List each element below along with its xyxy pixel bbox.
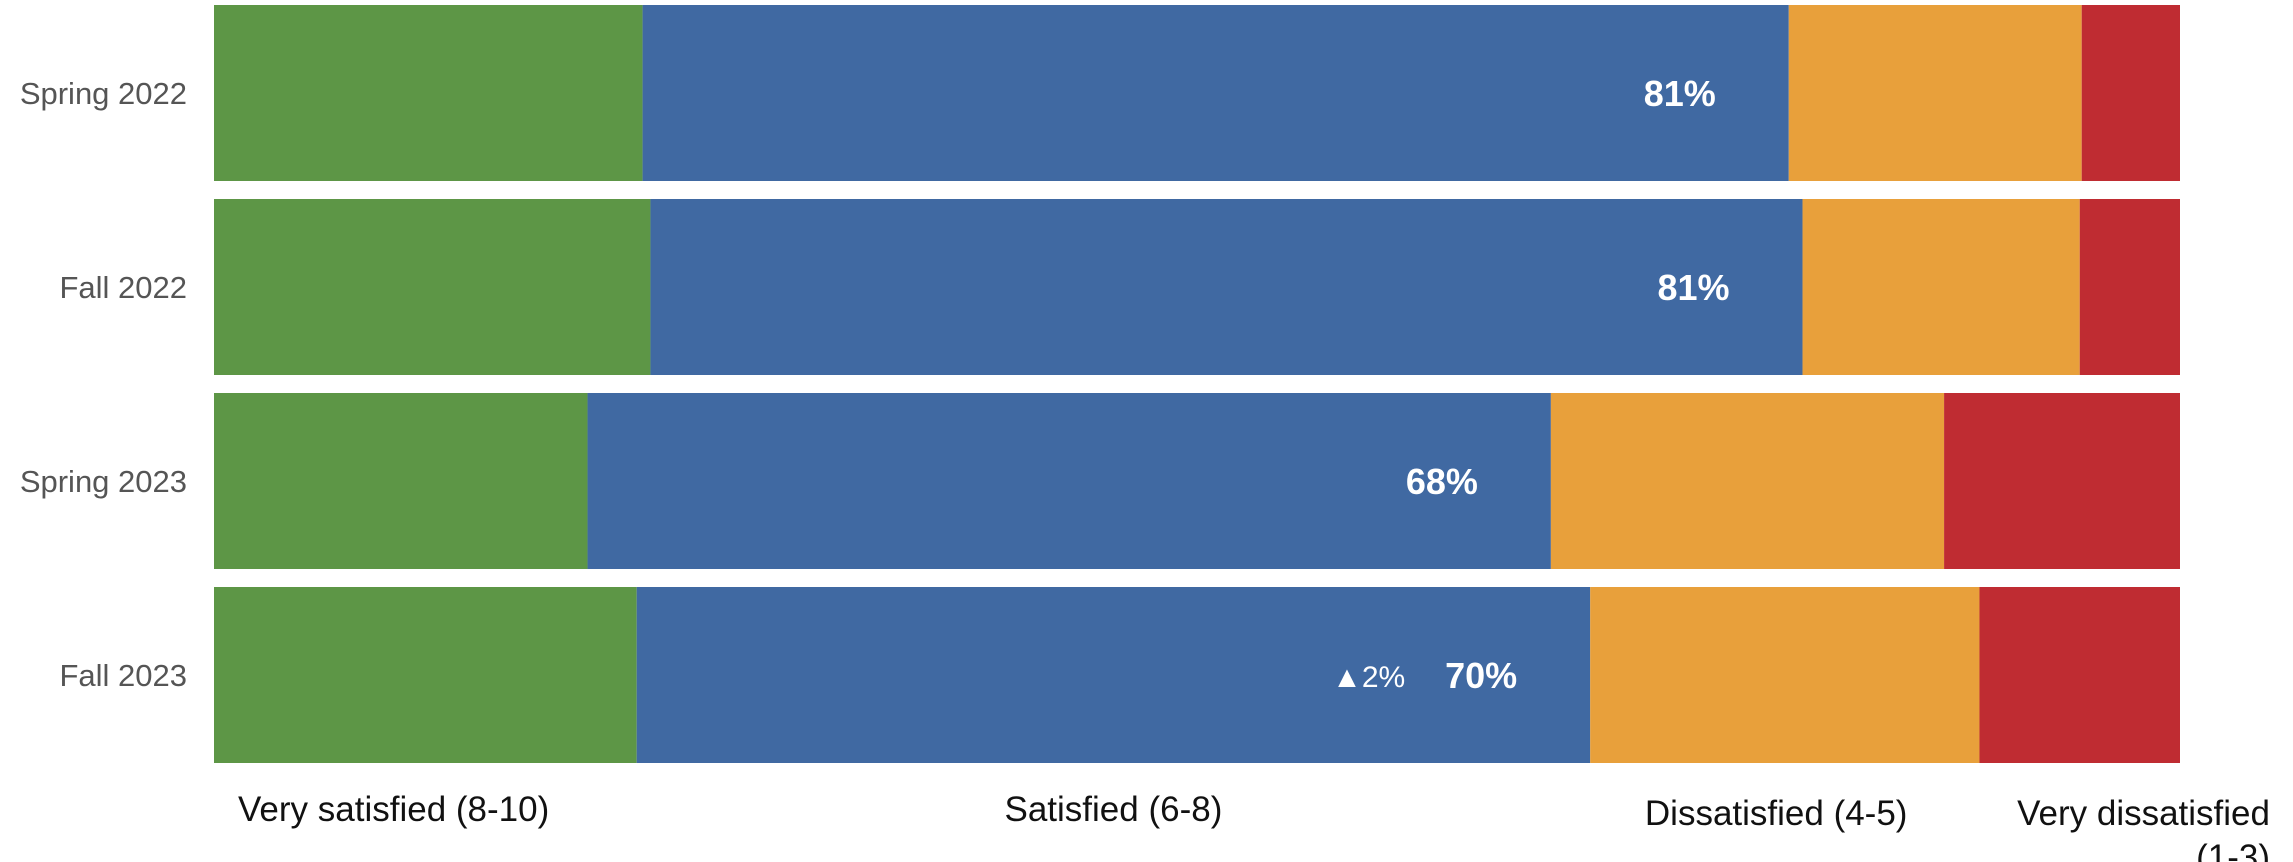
bar-segment-spring-2023-dissatisfied-4-5 (1550, 393, 1945, 569)
bar-segment-fall-2023-very-dissatisfied-1-3 (1979, 587, 2180, 763)
bar-segment-spring-2022-very-satisfied-8-10 (214, 5, 643, 181)
row-label-fall-2022: Fall 2022 (59, 270, 187, 305)
bar-segment-fall-2022-very-satisfied-8-10 (214, 199, 651, 375)
bar-segment-fall-2023-very-satisfied-8-10 (214, 587, 637, 763)
legend-label-line: (1-3) (2196, 838, 2270, 862)
legend-label-very-satisfied-8-10: Very satisfied (8-10) (238, 790, 549, 829)
bar-segment-fall-2023-dissatisfied-4-5 (1590, 587, 1980, 763)
row-label-spring-2022: Spring 2022 (20, 76, 187, 111)
legend-label-satisfied-6-8: Satisfied (6-8) (1005, 790, 1223, 829)
change-annotation-fall-2023: ▲2% (1332, 661, 1405, 694)
row-label-spring-2023: Spring 2023 (20, 464, 187, 499)
bar-segment-spring-2022-satisfied-6-8 (642, 5, 1789, 181)
bar-segment-fall-2023-satisfied-6-8 (636, 587, 1591, 763)
legend-label-dissatisfied-4-5: Dissatisfied (4-5) (1645, 794, 1908, 833)
bar-segment-spring-2023-very-dissatisfied-1-3 (1944, 393, 2180, 569)
bar-segment-spring-2023-satisfied-6-8 (587, 393, 1551, 569)
legend-label-line: Very dissatisfied (2017, 794, 2270, 833)
data-label-fall-2023: 70% (1445, 655, 1517, 696)
bar-segment-fall-2022-dissatisfied-4-5 (1802, 199, 2080, 375)
bar-segment-spring-2023-very-satisfied-8-10 (214, 393, 588, 569)
bar-segment-spring-2022-dissatisfied-4-5 (1788, 5, 2082, 181)
data-label-spring-2022: 81% (1644, 73, 1716, 114)
bar-segment-fall-2022-satisfied-6-8 (650, 199, 1803, 375)
data-label-fall-2022: 81% (1657, 267, 1729, 308)
legend-label-very-dissatisfied-1-3: Very dissatisfied (1-3) (2017, 794, 2270, 862)
row-label-fall-2023: Fall 2023 (59, 658, 187, 693)
bar-segment-fall-2022-very-dissatisfied-1-3 (2079, 199, 2180, 375)
bar-segment-spring-2022-very-dissatisfied-1-3 (2081, 5, 2180, 181)
data-label-spring-2023: 68% (1406, 461, 1478, 502)
